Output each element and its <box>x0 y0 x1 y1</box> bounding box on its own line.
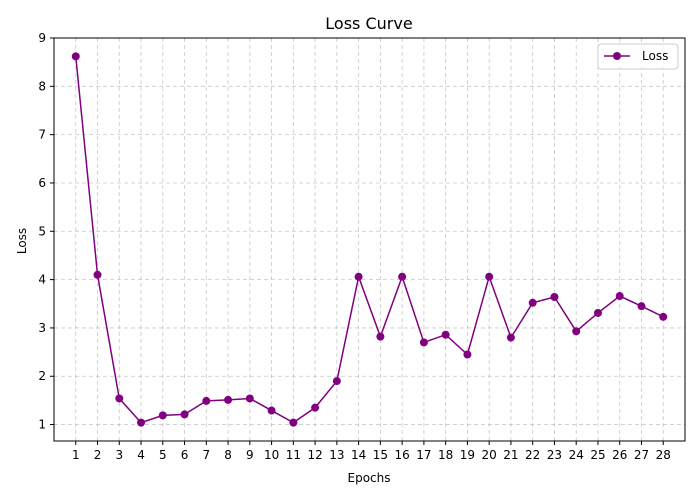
loss-data-point <box>419 338 428 347</box>
y-tick-label: 4 <box>38 273 46 287</box>
loss-data-point <box>572 327 581 336</box>
y-tick-label: 5 <box>38 224 46 238</box>
y-axis-label: Loss <box>15 228 29 254</box>
x-tick-label: 8 <box>224 448 232 462</box>
loss-data-point <box>332 377 341 386</box>
loss-data-point <box>398 272 407 281</box>
y-tick-label: 2 <box>38 369 46 383</box>
loss-data-point <box>376 332 385 341</box>
loss-data-point <box>441 330 450 339</box>
loss-data-point <box>659 312 668 321</box>
x-tick-label: 19 <box>460 448 475 462</box>
loss-data-point <box>224 395 233 404</box>
grid <box>54 37 685 441</box>
y-tick-label: 8 <box>38 79 46 93</box>
loss-data-point <box>267 406 276 415</box>
loss-data-point <box>593 308 602 317</box>
loss-data-point <box>615 292 624 301</box>
x-tick-label: 26 <box>612 448 627 462</box>
loss-series-line <box>75 56 664 424</box>
x-tick-label: 18 <box>438 448 453 462</box>
loss-data-point <box>506 333 515 342</box>
legend: Loss <box>597 43 679 70</box>
loss-data-point <box>463 350 472 359</box>
plot-frame <box>53 37 686 442</box>
loss-data-point <box>180 410 189 419</box>
x-tick-label: 28 <box>656 448 671 462</box>
loss-data-point <box>485 272 494 281</box>
y-tick-label: 6 <box>38 176 46 190</box>
x-tick-label: 4 <box>137 448 145 462</box>
x-axis-label: Epochs <box>348 471 391 485</box>
x-tick-label: 17 <box>416 448 431 462</box>
loss-data-point <box>528 298 537 307</box>
loss-data-point <box>289 418 298 427</box>
x-tick-label: 10 <box>264 448 279 462</box>
x-tick-label: 5 <box>159 448 167 462</box>
loss-data-point <box>115 394 124 403</box>
x-tick-label: 11 <box>286 448 301 462</box>
loss-data-point <box>71 52 80 61</box>
x-tick-label: 13 <box>329 448 344 462</box>
x-tick-label: 21 <box>503 448 518 462</box>
x-tick-label: 14 <box>351 448 366 462</box>
y-axis-ticks: 1 2 3 4 5 6 7 8 9 <box>38 31 54 432</box>
x-tick-label: 1 <box>72 448 80 462</box>
y-tick-label: 9 <box>38 31 46 45</box>
x-tick-label: 25 <box>590 448 605 462</box>
x-tick-label: 6 <box>181 448 189 462</box>
x-tick-label: 15 <box>373 448 388 462</box>
x-tick-label: 2 <box>94 448 102 462</box>
loss-data-point <box>637 302 646 311</box>
loss-data-point <box>137 418 146 427</box>
x-axis-ticks: 1 2 3 4 5 6 7 8 9 10 11 12 13 14 15 16 17 18 19 20 21 22 23 24 2… <box>72 441 671 462</box>
y-tick-label: 7 <box>38 128 46 142</box>
x-tick-label: 16 <box>394 448 409 462</box>
x-tick-label: 9 <box>246 448 254 462</box>
series-layer <box>71 52 668 427</box>
y-tick-label: 3 <box>38 321 46 335</box>
loss-data-point <box>550 293 559 302</box>
x-tick-label: 20 <box>482 448 497 462</box>
loss-data-point <box>93 270 102 279</box>
loss-data-point <box>202 396 211 405</box>
x-tick-label: 12 <box>307 448 322 462</box>
x-tick-label: 27 <box>634 448 649 462</box>
x-tick-label: 23 <box>547 448 562 462</box>
loss-data-point <box>311 403 320 412</box>
legend-circle-marker <box>613 52 621 60</box>
x-tick-label: 7 <box>202 448 210 462</box>
legend-label: Loss <box>642 49 668 63</box>
loss-data-point <box>354 272 363 281</box>
legend-box <box>597 43 679 70</box>
x-tick-label: 22 <box>525 448 540 462</box>
loss-data-point <box>245 394 254 403</box>
x-tick-label: 3 <box>115 448 123 462</box>
x-tick-label: 24 <box>569 448 584 462</box>
loss-data-point <box>158 411 167 420</box>
chart-title: Loss Curve <box>325 14 412 33</box>
y-tick-label: 1 <box>38 418 46 432</box>
